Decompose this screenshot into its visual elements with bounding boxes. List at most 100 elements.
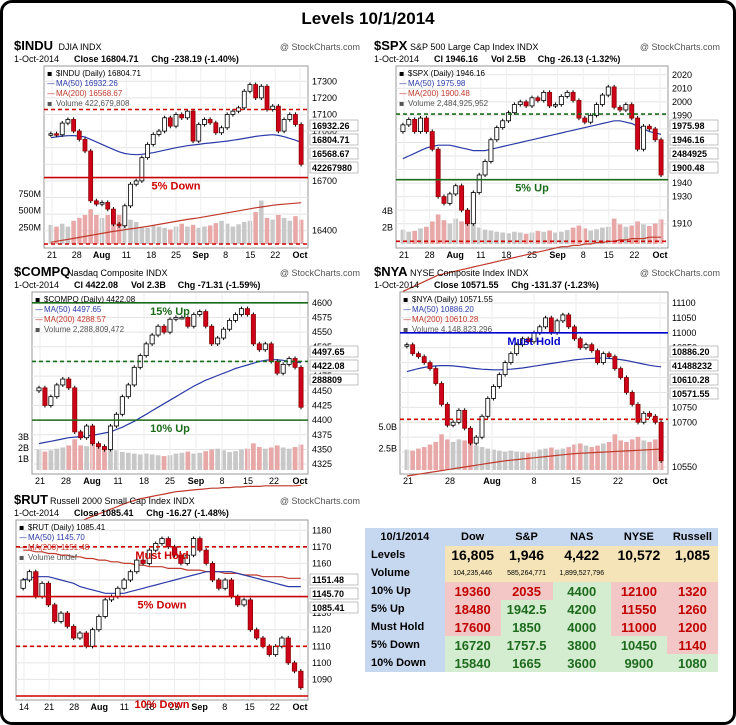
candle-body xyxy=(523,101,529,107)
candle-body xyxy=(635,403,641,423)
candle-body xyxy=(146,549,152,564)
candle-body xyxy=(595,350,600,364)
x-tick-label: 8 xyxy=(219,476,224,486)
chart-symbol: $COMPQ xyxy=(14,264,70,279)
x-tick-label: 18 xyxy=(501,250,511,260)
table-cell: 3600 xyxy=(552,654,611,672)
right-value-label: 1946.16 xyxy=(672,135,705,145)
x-tick-label: 15 xyxy=(243,476,253,486)
volume-bar xyxy=(145,227,150,244)
table-row: Volume 104,235,446 585,264,771 1,899,527,79… xyxy=(365,564,718,582)
candle-body xyxy=(139,157,145,182)
legend-entry: $NYA (Daily) 10571.55 xyxy=(412,295,493,304)
table-cell: 2035 xyxy=(500,582,553,600)
chart-close-label: Cl 4422.08 xyxy=(74,280,118,290)
volume-bar xyxy=(168,229,173,244)
table-cell: 1320 xyxy=(666,582,718,600)
candle-body xyxy=(641,125,646,150)
level-label: 15% Up xyxy=(150,306,190,318)
volume-bar xyxy=(143,453,149,470)
y-tick-label: 4375 xyxy=(312,430,332,440)
volume-bar xyxy=(653,439,658,470)
x-tick-label: 18 xyxy=(146,250,156,260)
volume-bar xyxy=(207,225,213,244)
volume-bar xyxy=(150,225,156,244)
volume-bar xyxy=(410,450,415,470)
candle-body xyxy=(116,223,122,227)
legend-swatch: — xyxy=(403,315,411,324)
candle-body xyxy=(202,119,207,125)
volume-bar xyxy=(535,230,541,244)
volume-bar xyxy=(623,226,629,244)
ma200-line xyxy=(50,202,302,243)
candle-body xyxy=(162,117,168,132)
y-tick-label: 11050 xyxy=(672,313,696,323)
candle-body xyxy=(52,604,58,622)
legend-swatch: ▪ xyxy=(399,69,404,78)
volume-bar xyxy=(589,447,595,470)
candle-body xyxy=(292,358,298,368)
candle-body xyxy=(439,383,444,405)
candle-body xyxy=(89,629,96,647)
chart-svg-spx: $SPX S&P 500 Large Cap Index INDX @ StockC… xyxy=(374,38,720,292)
volume-bar xyxy=(224,223,230,244)
volume-bar xyxy=(233,451,238,470)
x-tick-label: 25 xyxy=(170,702,180,712)
candle-body xyxy=(207,119,213,124)
table-cell: 4000 xyxy=(552,618,611,636)
candle-body xyxy=(500,120,506,128)
legend-entry: $INDU (Daily) 16804.71 xyxy=(56,69,141,78)
right-label-box xyxy=(669,359,719,372)
volume-bar xyxy=(84,446,90,470)
candle-body xyxy=(400,124,406,133)
volume-bar xyxy=(88,209,93,244)
chart-chg-label: Chg -26.13 (-1.32%) xyxy=(538,54,621,64)
candle-body xyxy=(45,582,52,606)
x-tick-label: 22 xyxy=(269,476,279,486)
candle-body xyxy=(605,86,611,96)
volume-bar xyxy=(236,224,241,244)
candle-body xyxy=(617,106,623,111)
y-tick-label: 2000 xyxy=(672,97,692,107)
volume-bar xyxy=(537,449,543,470)
candle-body xyxy=(60,378,66,386)
table-row: 10% Up 19360 2035 4400 12100 1320 xyxy=(365,582,718,600)
legend-entry: MA(50) 16932.26 xyxy=(56,79,118,88)
candle-body xyxy=(215,337,221,345)
candle-body xyxy=(264,85,270,110)
right-value-label: 288809 xyxy=(312,375,342,385)
candle-body xyxy=(646,125,652,130)
vol-tick-label: 750M xyxy=(18,189,41,199)
volume-bar xyxy=(274,445,280,470)
volume-bar xyxy=(259,200,264,244)
candle-body xyxy=(48,396,54,406)
candle-body xyxy=(39,582,45,597)
legend-entry: Volume 4,148,823,296 xyxy=(412,325,493,334)
volume-bar xyxy=(48,224,54,244)
candle-body xyxy=(287,114,293,120)
candle-body xyxy=(96,443,102,447)
candle-body xyxy=(222,579,228,589)
table-cell: 1850 xyxy=(500,618,553,636)
chart-watermark: @ StockCharts.com xyxy=(280,42,360,52)
volume-bar xyxy=(221,450,226,470)
candle-body xyxy=(491,386,496,399)
volume-bar xyxy=(453,218,459,244)
volume-bar xyxy=(131,453,137,470)
candle-body xyxy=(221,328,227,339)
candle-body xyxy=(285,637,291,664)
y-tick-label: 1110 xyxy=(312,641,331,651)
candle-body xyxy=(219,127,224,134)
candle-body xyxy=(54,133,59,136)
right-value-label: 1900.48 xyxy=(672,163,705,173)
candle-body xyxy=(553,104,558,107)
volume-bar xyxy=(577,443,583,470)
candle-body xyxy=(36,387,42,392)
volume-bar xyxy=(219,220,224,244)
candle-body xyxy=(517,101,523,105)
volume-bar xyxy=(196,227,202,244)
volume-bar xyxy=(421,447,427,470)
legend-swatch: — xyxy=(35,305,43,314)
right-label-box xyxy=(669,147,719,160)
y-tick-label: 17100 xyxy=(312,109,337,119)
